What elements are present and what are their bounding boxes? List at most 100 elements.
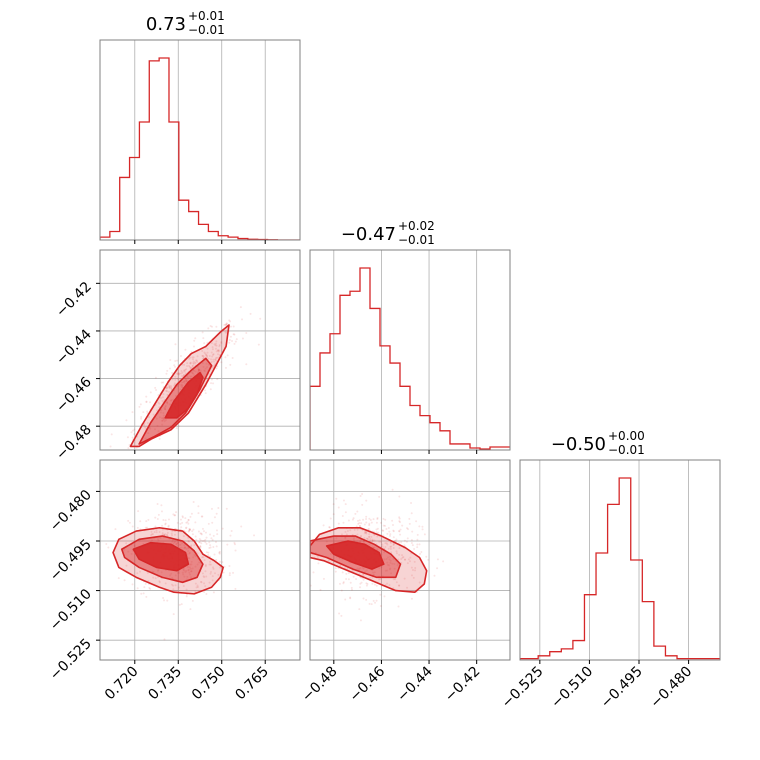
- scatter-point: [410, 501, 413, 504]
- scatter-point: [359, 582, 362, 585]
- scatter-point: [365, 515, 368, 518]
- scatter-point: [208, 547, 211, 550]
- hist-step-line: [310, 267, 510, 450]
- scatter-point: [152, 576, 155, 579]
- scatter-point: [177, 542, 180, 545]
- scatter-point: [139, 520, 142, 523]
- scatter-point: [164, 419, 167, 422]
- scatter-point: [185, 595, 188, 598]
- scatter-point: [359, 495, 362, 498]
- scatter-point: [187, 522, 190, 525]
- scatter-point: [369, 538, 372, 541]
- scatter-point: [172, 584, 175, 587]
- scatter-point: [375, 531, 378, 534]
- scatter-point: [372, 518, 375, 521]
- scatter-point: [208, 581, 211, 584]
- scatter-point: [403, 539, 406, 542]
- scatter-point: [196, 361, 199, 364]
- hist-panel-1: [309, 249, 511, 454]
- scatter-point: [183, 547, 186, 550]
- scatter-point: [209, 563, 212, 566]
- scatter-point: [191, 364, 194, 367]
- scatter-point: [192, 528, 195, 531]
- scatter-point: [179, 522, 182, 525]
- scatter-point: [164, 533, 167, 536]
- scatter-point: [181, 375, 184, 378]
- scatter-point: [209, 546, 212, 549]
- scatter-point: [204, 585, 207, 588]
- scatter-point: [226, 543, 229, 546]
- scatter-point: [150, 533, 153, 536]
- scatter-point: [196, 585, 199, 588]
- scatter-point: [168, 403, 171, 406]
- scatter-point: [157, 430, 160, 433]
- scatter-point: [189, 375, 192, 378]
- scatter-point: [382, 524, 385, 527]
- scatter-point: [204, 541, 207, 544]
- scatter-point: [201, 572, 204, 575]
- scatter-point: [209, 533, 212, 536]
- scatter-point: [145, 395, 148, 398]
- scatter-point: [223, 323, 226, 326]
- scatter-point: [392, 558, 395, 561]
- scatter-point: [162, 414, 165, 417]
- scatter-point: [212, 353, 215, 356]
- scatter-point: [199, 545, 202, 548]
- scatter-point: [332, 513, 335, 516]
- scatter-point: [369, 519, 372, 522]
- scatter-point: [368, 533, 371, 536]
- scatter-point: [400, 557, 403, 560]
- param-title-0: 0.73: [146, 14, 186, 35]
- scatter-point: [225, 322, 228, 325]
- scatter-point: [165, 533, 168, 536]
- scatter-point: [371, 539, 374, 542]
- scatter-point: [385, 527, 388, 530]
- scatter-point: [391, 519, 394, 522]
- scatter-point: [365, 582, 368, 585]
- scatter-point: [170, 399, 173, 402]
- scatter-point: [139, 403, 142, 406]
- scatter-point: [204, 565, 207, 568]
- scatter-point: [214, 357, 217, 360]
- scatter-point: [235, 338, 238, 341]
- scatter-point: [199, 369, 202, 372]
- y-tick-label: −0.42: [53, 279, 95, 321]
- scatter-point: [190, 544, 193, 547]
- scatter-point: [190, 563, 193, 566]
- scatter-point: [229, 325, 232, 328]
- scatter-point: [196, 355, 199, 358]
- scatter-point: [217, 353, 220, 356]
- x-tick-label: 0.735: [145, 664, 185, 704]
- scatter-point: [376, 527, 379, 530]
- scatter-point: [401, 524, 404, 527]
- scatter-point: [329, 552, 332, 555]
- scatter-point: [166, 534, 169, 537]
- scatter-point: [177, 373, 180, 376]
- scatter-point: [365, 584, 368, 587]
- scatter-point: [109, 445, 112, 448]
- scatter-point: [384, 569, 387, 572]
- scatter-point: [210, 382, 213, 385]
- scatter-point: [185, 547, 188, 550]
- scatter-point: [167, 525, 170, 528]
- scatter-point: [169, 359, 172, 362]
- scatter-point: [384, 545, 387, 548]
- param-title-sup-2: +0.00: [608, 429, 645, 443]
- scatter-point: [209, 388, 212, 391]
- scatter-point: [362, 574, 365, 577]
- scatter-point: [176, 572, 179, 575]
- scatter-point: [152, 533, 155, 536]
- scatter-point: [117, 577, 120, 580]
- scatter-point: [214, 344, 217, 347]
- scatter-point: [189, 356, 192, 359]
- scatter-point: [386, 563, 389, 566]
- scatter-point: [358, 608, 361, 611]
- scatter-point: [249, 312, 252, 315]
- panel-frame: [519, 459, 721, 661]
- scatter-point: [154, 525, 157, 528]
- scatter-point: [362, 597, 365, 600]
- scatter-point: [181, 515, 184, 518]
- scatter-point: [187, 530, 190, 533]
- scatter-point: [386, 569, 389, 572]
- scatter-point: [136, 526, 139, 529]
